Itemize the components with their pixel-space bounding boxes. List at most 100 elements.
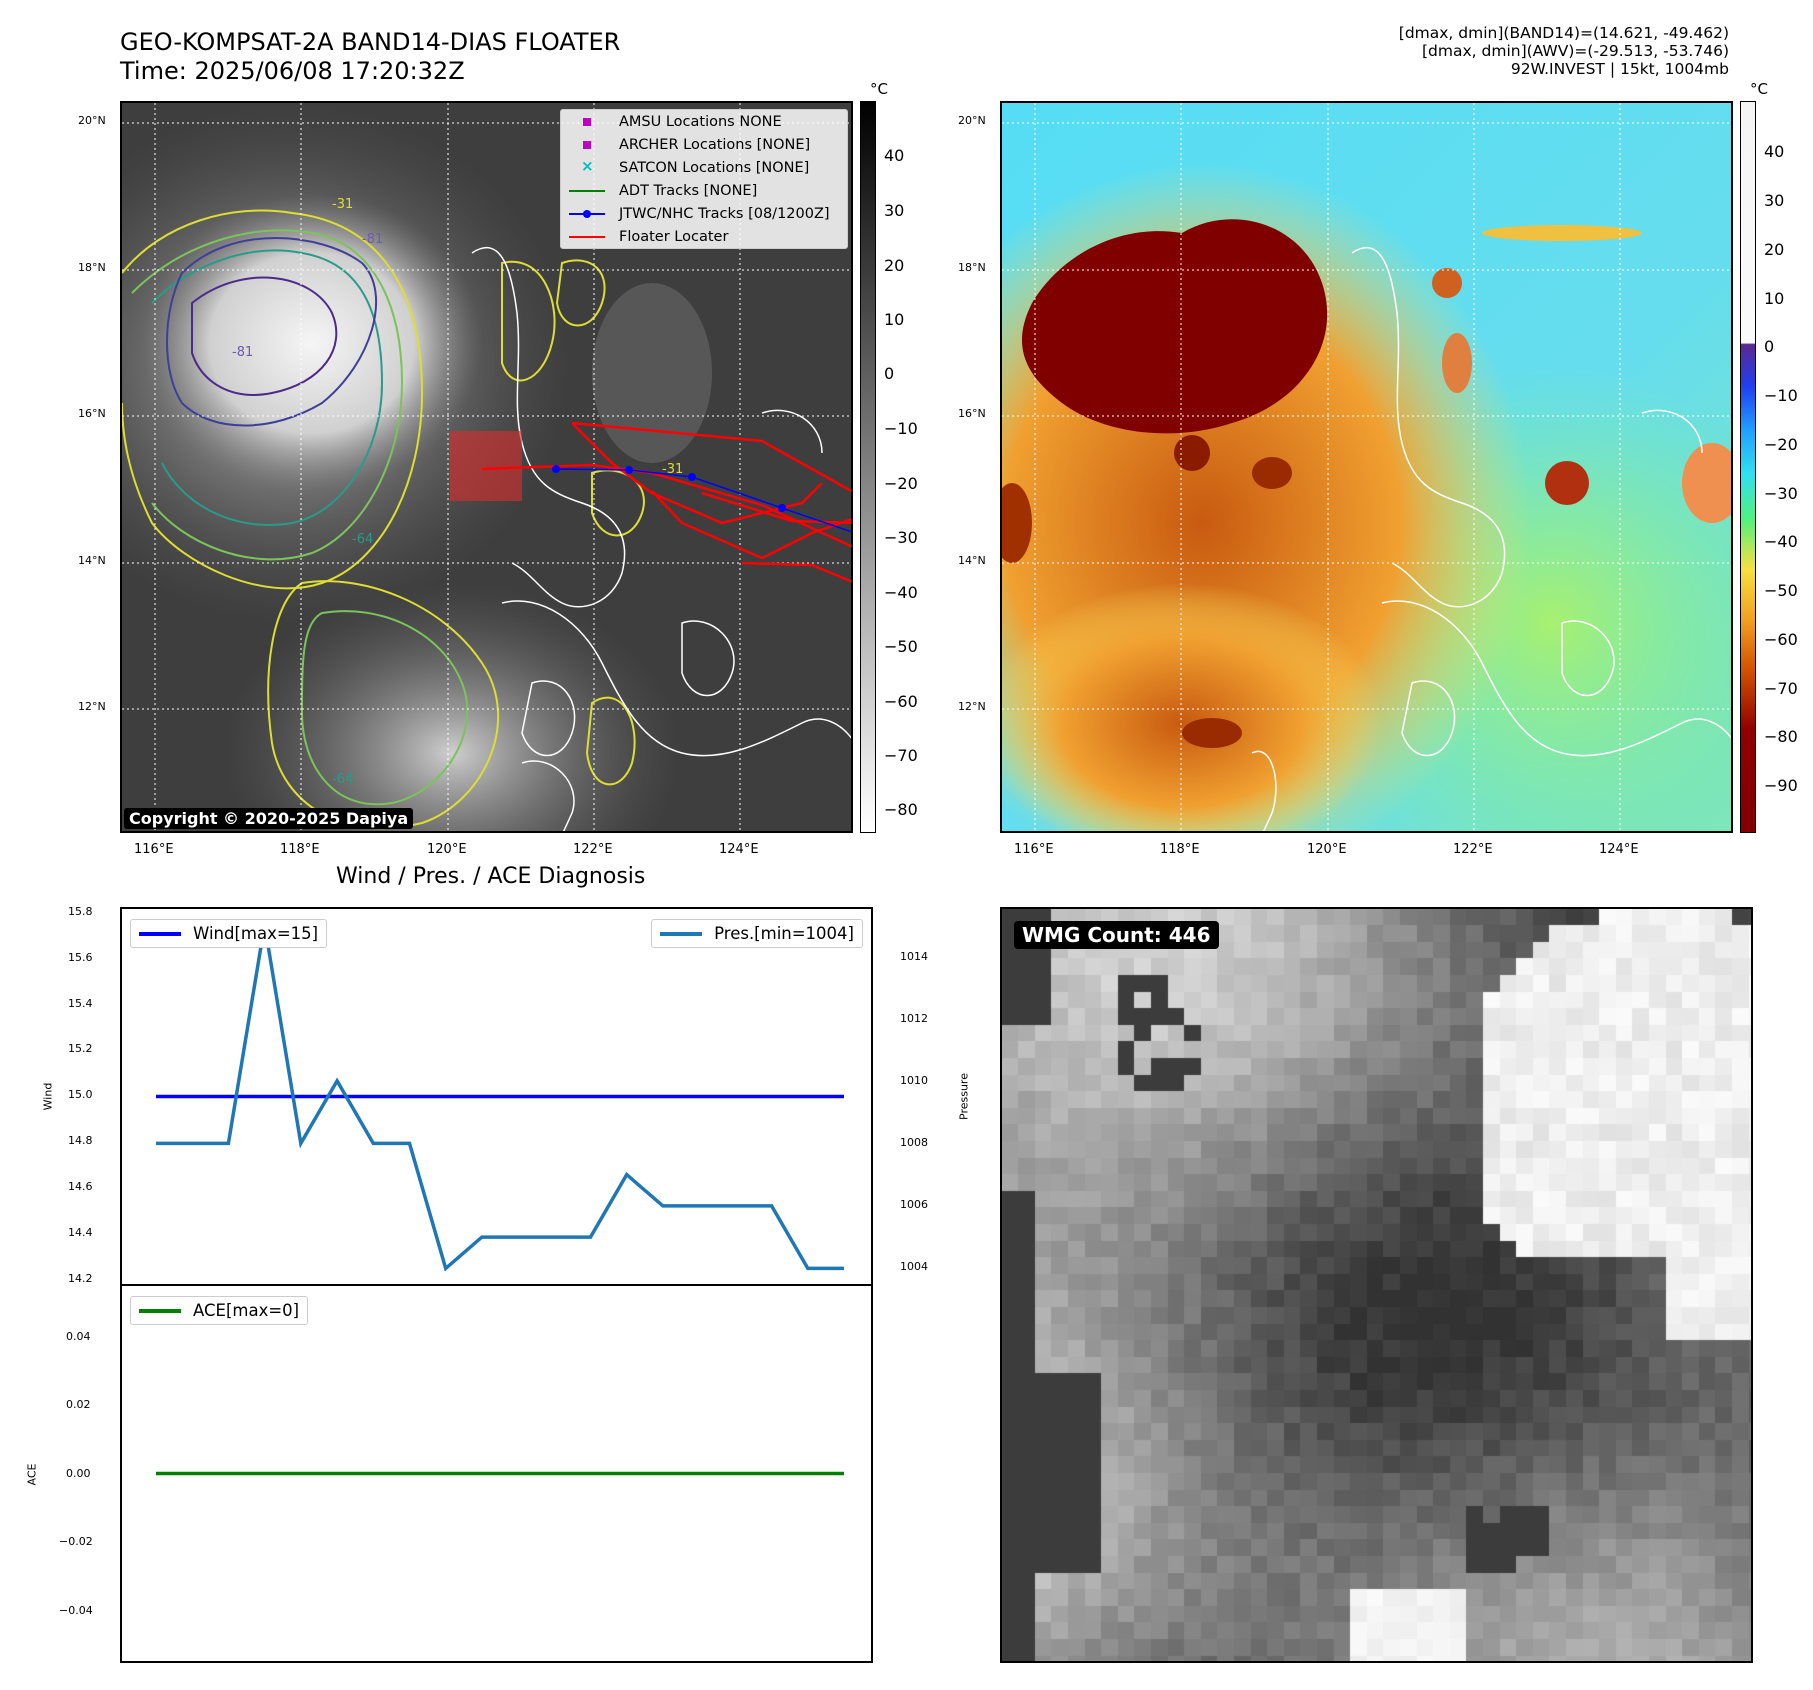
wind-tick: 14.8: [68, 1134, 93, 1147]
line-marker-icon: [139, 1308, 181, 1313]
info-line-2: [dmax, dmin](AWV)=(-29.513, -53.746): [1422, 42, 1729, 60]
square-marker-icon: [569, 115, 605, 129]
colorbar-unit: °C: [1750, 80, 1768, 98]
map-legend: AMSU Locations NONE ARCHER Locations [NO…: [560, 109, 848, 249]
ace-tick: 0.04: [66, 1330, 91, 1343]
lon-label: 122°E: [573, 842, 613, 857]
wind-tick: 15.2: [68, 1042, 93, 1055]
wind-tick: 15.0: [68, 1088, 93, 1101]
ace-axis-label: ACE: [25, 1463, 39, 1486]
colorbar-tick: 40: [1764, 142, 1785, 161]
wind-tick: 15.6: [68, 951, 93, 964]
line-marker-icon: [660, 931, 703, 936]
contour-label: -64: [352, 532, 373, 547]
colorbar-tick: −70: [1764, 679, 1798, 698]
colorbar-unit: °C: [870, 80, 888, 98]
colorbar-tick: 0: [884, 364, 895, 383]
legend-item-adt: ADT Tracks [NONE]: [561, 179, 847, 202]
legend-item-floater: Floater Locater: [561, 225, 847, 248]
legend-item-satcon: × SATCON Locations [NONE]: [561, 156, 847, 179]
colorbar-tick: −80: [884, 800, 918, 819]
ace-tick: 0.02: [66, 1398, 91, 1411]
wmg-panel: WMG Count: 446: [1000, 907, 1753, 1663]
wind-legend-label: Wind[max=15]: [193, 924, 319, 943]
ace-tick: −0.04: [59, 1604, 93, 1617]
colorbar-tick: −60: [884, 692, 918, 711]
wind-tick: 14.4: [68, 1226, 93, 1239]
lat-label: 16°N: [78, 407, 106, 420]
colorbar-tick: −50: [1764, 581, 1798, 600]
wind-pressure-plot: [156, 924, 844, 1272]
lat-label: 18°N: [78, 261, 106, 274]
colorbar-tick: −10: [884, 419, 918, 438]
copyright-badge: Copyright © 2020-2025 Dapiya: [124, 808, 414, 829]
pressure-legend-label: Pres.[min=1004]: [714, 924, 854, 943]
ace-legend: ACE[max=0]: [130, 1296, 309, 1325]
wind-tick: 14.6: [68, 1180, 93, 1193]
colorbar-tick: 30: [1764, 191, 1785, 210]
wind-legend: Wind[max=15]: [130, 919, 328, 948]
ace-axes: ACE[max=0]: [120, 1284, 873, 1663]
contour-label: -31: [662, 462, 683, 477]
colorbar-tick: −50: [884, 637, 918, 656]
figure-title: GEO-KOMPSAT-2A BAND14-DIAS FLOATER Time:…: [120, 28, 620, 86]
colorbar-tick: −30: [884, 528, 918, 547]
colorbar-tick: −70: [884, 746, 918, 765]
colorbar-tick: −80: [1764, 727, 1798, 746]
colorbar-tick: 20: [884, 256, 905, 275]
colorbar-tick: −90: [1764, 776, 1798, 795]
legend-item-archer: ARCHER Locations [NONE]: [561, 133, 847, 156]
colorbar-tick: 10: [884, 310, 905, 329]
lat-label: 20°N: [78, 114, 106, 127]
colorbar-tick: −20: [1764, 435, 1798, 454]
colorbar-tick: −40: [884, 583, 918, 602]
contour-label: -81: [232, 345, 253, 360]
lon-label: 124°E: [1599, 842, 1639, 857]
pressure-tick: 1014: [900, 950, 928, 963]
lat-label: 18°N: [958, 261, 986, 274]
lat-label: 20°N: [958, 114, 986, 127]
wmg-image: [1002, 909, 1751, 1661]
x-marker-icon: ×: [581, 156, 594, 175]
info-line-3: 92W.INVEST | 15kt, 1004mb: [1510, 60, 1729, 78]
contour-label: -64: [332, 772, 353, 787]
pressure-series-line: [156, 924, 844, 1272]
ace-tick: 0.00: [66, 1467, 91, 1480]
line-marker-icon: [569, 230, 605, 244]
pressure-tick: 1004: [900, 1260, 928, 1273]
legend-label: Floater Locater: [619, 228, 729, 245]
colorbar-tick: 0: [1764, 337, 1775, 356]
pressure-tick: 1008: [900, 1136, 928, 1149]
lon-label: 122°E: [1453, 842, 1493, 857]
legend-label: AMSU Locations NONE: [619, 113, 782, 130]
wind-pressure-axes: Wind[max=15] Pres.[min=1004]: [120, 907, 873, 1286]
lon-label: 118°E: [1160, 842, 1200, 857]
lat-label: 14°N: [78, 554, 106, 567]
square-marker-icon: [569, 138, 605, 152]
lon-label: 118°E: [280, 842, 320, 857]
ace-plot: [156, 1471, 844, 1476]
lat-label: 12°N: [78, 700, 106, 713]
pressure-tick: 1012: [900, 1012, 928, 1025]
colorbar-right: [1740, 101, 1756, 833]
lat-label: 16°N: [958, 407, 986, 420]
pressure-legend: Pres.[min=1004]: [651, 919, 863, 948]
lon-label: 116°E: [134, 842, 174, 857]
colorbar-tick: 30: [884, 201, 905, 220]
pressure-axis-label: Pressure: [957, 1073, 971, 1120]
awv-map-image: [1002, 103, 1731, 831]
lon-label: 124°E: [719, 842, 759, 857]
storm-info: [dmax, dmin](BAND14)=(14.621, -49.462) […: [1399, 24, 1729, 78]
diagnosis-title: Wind / Pres. / ACE Diagnosis: [336, 864, 646, 889]
colorbar-tick: −40: [1764, 532, 1798, 551]
lon-label: 116°E: [1014, 842, 1054, 857]
wind-tick: 14.2: [68, 1272, 93, 1285]
wind-axis-label: Wind: [41, 1082, 55, 1111]
contour-label: -31: [332, 197, 353, 212]
legend-item-jtwc: JTWC/NHC Tracks [08/1200Z]: [561, 202, 847, 225]
lat-label: 14°N: [958, 554, 986, 567]
pressure-tick: 1006: [900, 1198, 928, 1211]
wmg-count-badge: WMG Count: 446: [1014, 921, 1219, 949]
colorbar-tick: 10: [1764, 289, 1785, 308]
lon-label: 120°E: [427, 842, 467, 857]
